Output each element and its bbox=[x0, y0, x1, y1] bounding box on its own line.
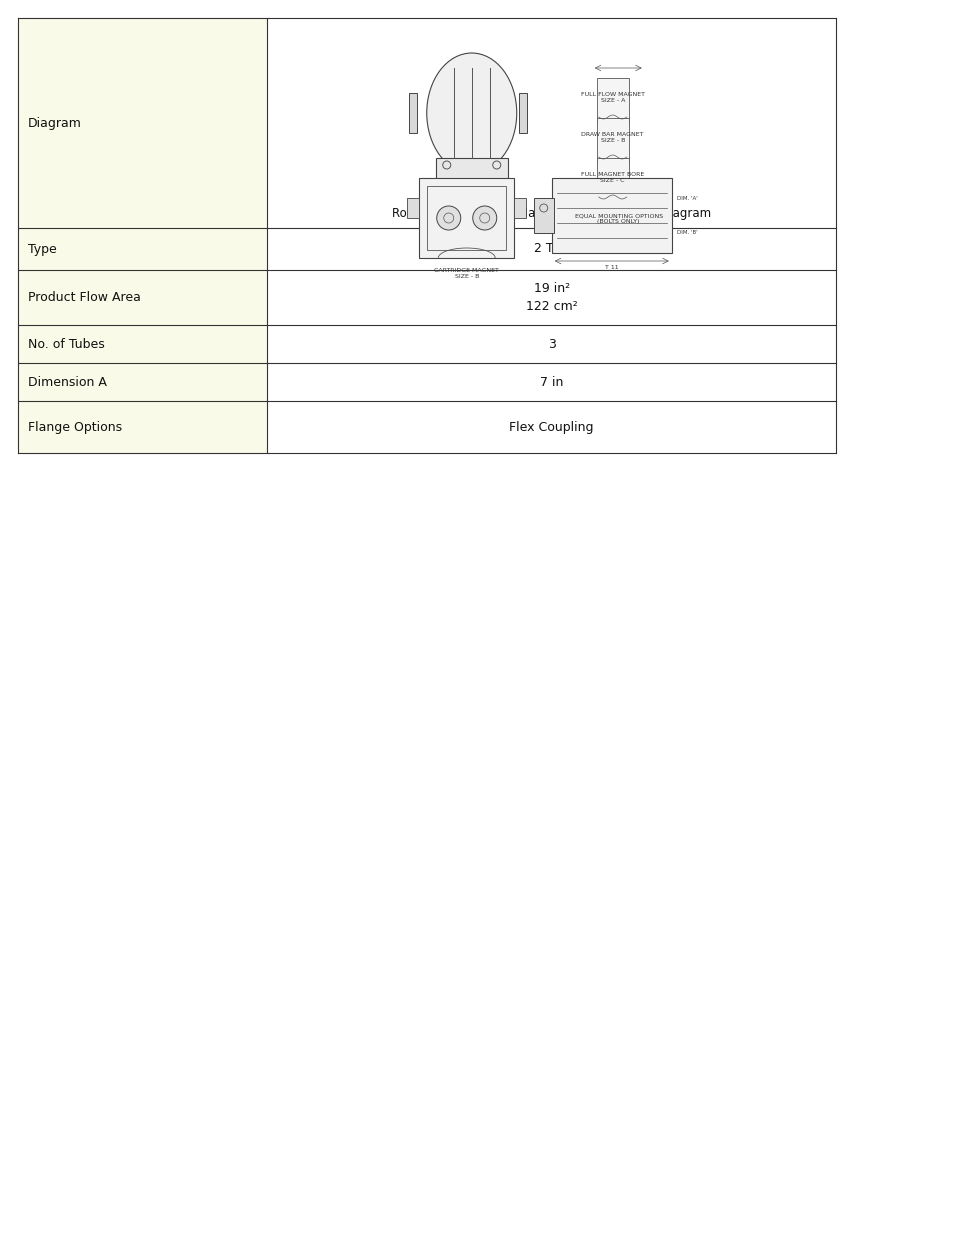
Text: CARTRIDGE MAGNET
SIZE - B: CARTRIDGE MAGNET SIZE - B bbox=[434, 268, 498, 279]
Bar bbox=[514, 198, 526, 219]
Bar bbox=[18, 19, 267, 228]
Text: EQUAL MOUNTING OPTIONS
(BOLTS ONLY): EQUAL MOUNTING OPTIONS (BOLTS ONLY) bbox=[574, 212, 662, 224]
Bar bbox=[267, 325, 835, 363]
Circle shape bbox=[436, 206, 460, 230]
Text: DIM. 'A': DIM. 'A' bbox=[676, 195, 697, 200]
Bar bbox=[408, 93, 416, 133]
Text: Product Flow Area: Product Flow Area bbox=[28, 291, 141, 304]
Bar bbox=[267, 401, 835, 453]
Bar bbox=[427, 186, 506, 249]
Text: Flange Options: Flange Options bbox=[28, 420, 122, 433]
Text: FULL FLOW MAGNET
SIZE - A: FULL FLOW MAGNET SIZE - A bbox=[580, 93, 644, 103]
Text: T 11: T 11 bbox=[604, 266, 618, 270]
Text: No. of Tubes: No. of Tubes bbox=[28, 337, 105, 351]
Text: DIM. 'B': DIM. 'B' bbox=[676, 231, 697, 236]
Bar bbox=[18, 270, 267, 325]
Bar bbox=[18, 363, 267, 401]
Bar bbox=[267, 19, 835, 228]
Text: 7 in: 7 in bbox=[539, 375, 563, 389]
Bar bbox=[518, 93, 526, 133]
Bar bbox=[407, 198, 418, 219]
Text: Round Spout Drawer Magnets (RSDM Series) Diagram: Round Spout Drawer Magnets (RSDM Series)… bbox=[392, 207, 711, 221]
Bar bbox=[597, 78, 628, 124]
Text: FULL MAGNET BORE
SIZE - C: FULL MAGNET BORE SIZE - C bbox=[580, 172, 643, 183]
Bar bbox=[436, 158, 507, 188]
Text: Type: Type bbox=[28, 242, 56, 256]
Text: 2 Tier: 2 Tier bbox=[534, 242, 569, 256]
Text: Dimension A: Dimension A bbox=[28, 375, 107, 389]
Bar bbox=[18, 228, 267, 270]
Bar bbox=[597, 158, 628, 203]
Bar bbox=[551, 178, 671, 253]
Text: DRAW BAR MAGNET
SIZE - B: DRAW BAR MAGNET SIZE - B bbox=[581, 132, 643, 143]
Bar bbox=[597, 119, 628, 163]
Text: 19 in²
122 cm²: 19 in² 122 cm² bbox=[525, 282, 577, 312]
Ellipse shape bbox=[426, 53, 517, 173]
Bar bbox=[267, 270, 835, 325]
Text: 3: 3 bbox=[547, 337, 555, 351]
Circle shape bbox=[473, 206, 497, 230]
Bar bbox=[418, 178, 514, 258]
Bar bbox=[267, 228, 835, 270]
Text: Diagram: Diagram bbox=[28, 116, 82, 130]
Bar bbox=[533, 198, 553, 233]
Bar bbox=[18, 401, 267, 453]
Bar bbox=[267, 363, 835, 401]
Text: Flex Coupling: Flex Coupling bbox=[509, 420, 594, 433]
Bar bbox=[18, 325, 267, 363]
